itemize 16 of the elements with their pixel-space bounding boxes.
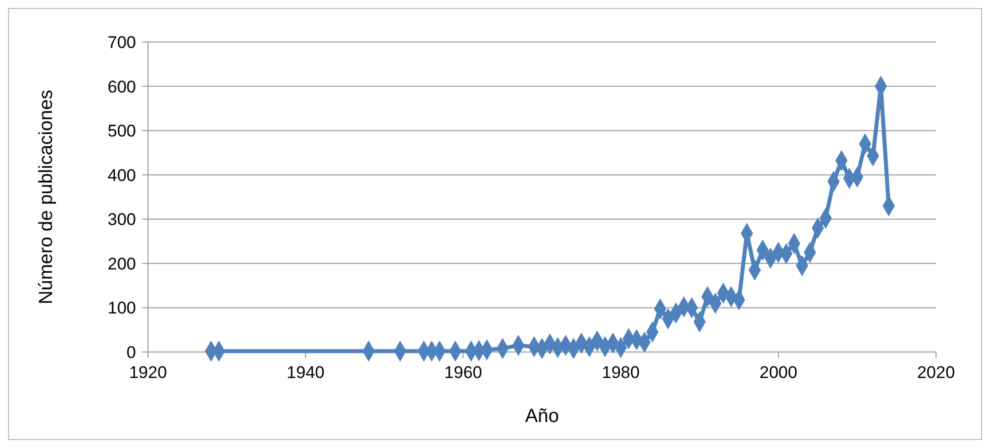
y-tick-label: 300	[108, 210, 136, 230]
x-tick-label: 1960	[444, 363, 482, 382]
x-tick-label: 1980	[602, 363, 640, 382]
x-tick-label: 2000	[759, 363, 798, 382]
y-tick-label: 400	[108, 166, 136, 185]
y-tick-label: 700	[108, 33, 136, 52]
x-axis-title: Año	[525, 406, 559, 427]
y-tick-label: 600	[108, 77, 136, 96]
y-tick-label: 200	[108, 254, 136, 274]
y-tick-label: 0	[126, 343, 136, 362]
y-tick-label: 100	[108, 298, 136, 318]
x-tick-label: 1940	[286, 363, 325, 382]
y-tick-label: 500	[108, 122, 136, 141]
y-axis-title: Número de publicaciones	[36, 90, 57, 304]
x-tick-label: 2020	[917, 363, 955, 382]
x-tick-label: 1920	[129, 363, 167, 382]
